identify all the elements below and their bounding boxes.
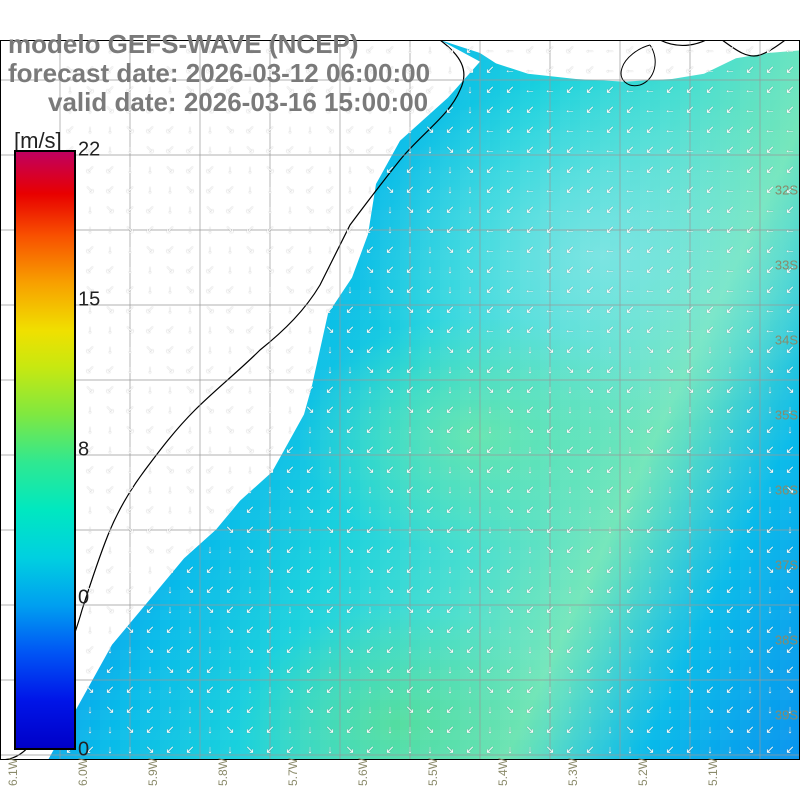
colorbar-gradient[interactable] <box>14 150 76 750</box>
map-container: ↙ ↙ ↓ ↓ ↘ ↙ ↙ ↓ ↓ ↘ ↙ ↙ ↓ ↓ ↘ ↙ ↙ ↓ ↓ ↘ ↙ ← ← ↙ ↙ ↙ ← ← ↙ ↙ ↙ ← ← ↙ ↙ ↙ ← ↘ ↙ ↙… <box>0 0 800 800</box>
valid-date-line: valid date: 2026-03-16 15:00:00 <box>8 88 430 117</box>
lat-label-34s: 34S <box>775 333 798 348</box>
lon-label-9: 5.2W <box>636 758 650 786</box>
colorbar-tick-8: 0 <box>78 587 89 610</box>
lat-label-38s: 38S <box>775 633 798 648</box>
lon-label-8: 5.3W <box>566 758 580 786</box>
lat-label-33s: 33S <box>775 258 798 273</box>
lon-label-5: 5.6W <box>356 758 370 786</box>
colorbar-tick-0: 0 <box>78 739 89 762</box>
forecast-date-line: forecast date: 2026-03-12 06:00:00 <box>8 59 430 88</box>
colorbar-tick-22: 15 <box>78 289 100 312</box>
lon-label-10: 5.1W <box>706 758 720 786</box>
lat-label-32s: 32S <box>775 183 798 198</box>
app-title: modelo GEFS-WAVE (NCEP) <box>8 30 430 59</box>
lon-label-3: 5.8W <box>216 758 230 786</box>
lon-label-4: 5.7W <box>286 758 300 786</box>
lat-label-39s: 39S <box>775 708 798 723</box>
colorbar-legend: [m/s] 22 15 8 0 0 <box>14 150 76 750</box>
title-block: modelo GEFS-WAVE (NCEP) forecast date: 2… <box>8 30 430 117</box>
lon-label-7: 5.4W <box>496 758 510 786</box>
lat-label-35s: 35S <box>775 408 798 423</box>
lon-label-0: 6.1W <box>6 758 20 786</box>
lon-label-1: 6.0W <box>76 758 90 786</box>
lon-label-6: 5.5W <box>426 758 440 786</box>
lat-label-37s: 37S <box>775 558 798 573</box>
lat-label-36s: 36S <box>775 483 798 498</box>
colorbar-tick-15: 8 <box>78 439 89 462</box>
colorbar-tick-30: 22 <box>78 139 100 162</box>
lon-label-2: 5.9W <box>146 758 160 786</box>
